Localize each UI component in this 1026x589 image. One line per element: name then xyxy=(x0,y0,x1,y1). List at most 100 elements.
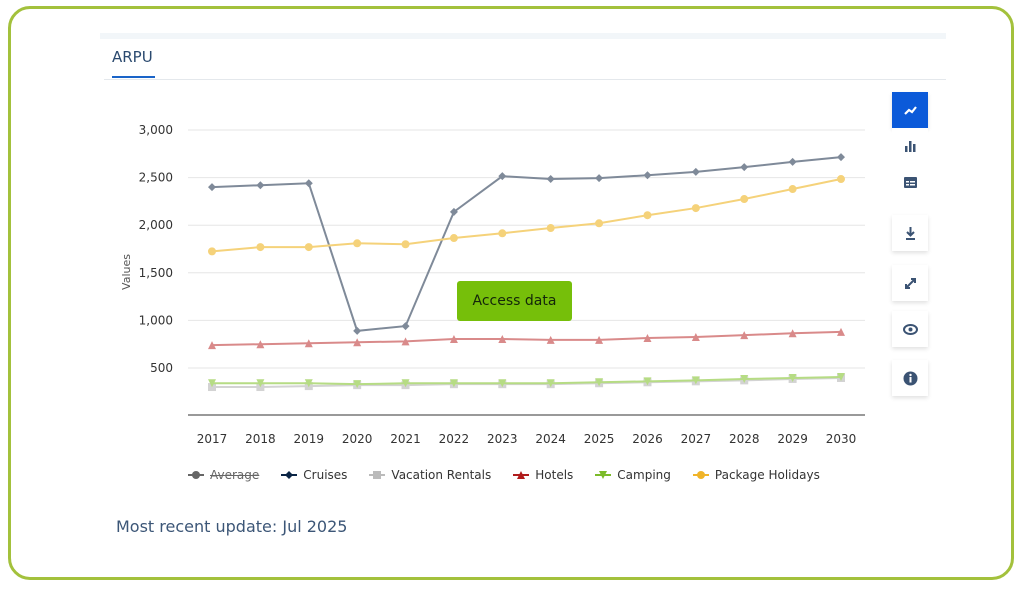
x-tick-label: 2027 xyxy=(681,432,712,446)
x-tick-label: 2019 xyxy=(293,432,324,446)
legend-item-package-holidays[interactable]: Package Holidays xyxy=(692,468,820,482)
table-button[interactable] xyxy=(892,164,928,200)
camping-point xyxy=(401,379,410,388)
package-holidays-line xyxy=(211,178,842,253)
expand-icon xyxy=(904,277,916,289)
package-holidays-point xyxy=(691,204,700,213)
access-data-button[interactable]: Access data xyxy=(457,281,572,321)
package-holidays-point xyxy=(401,240,410,249)
camping-point xyxy=(546,379,555,388)
camping-point xyxy=(208,379,216,388)
y-tick-label: 2,500 xyxy=(139,171,173,185)
eye-icon xyxy=(902,323,918,335)
hotels-point xyxy=(498,334,507,343)
legend-marker-icon xyxy=(692,471,709,479)
legend-label: Package Holidays xyxy=(714,468,820,482)
legend-label: Average xyxy=(210,468,260,482)
legend-item-average[interactable]: Average xyxy=(188,468,259,482)
y-tick-label: 3,000 xyxy=(139,123,173,137)
x-tick-label: 2023 xyxy=(487,432,518,446)
cruises-point xyxy=(837,153,845,162)
legend-marker-icon xyxy=(188,471,204,479)
y-tick-label: 1,000 xyxy=(139,313,173,327)
cruises-point xyxy=(256,181,265,190)
legend-marker-icon xyxy=(513,471,530,479)
hotels-point xyxy=(740,331,749,340)
eye-button[interactable] xyxy=(892,311,928,347)
legend-label: Camping xyxy=(617,468,671,482)
package-holidays-point xyxy=(546,224,555,233)
line-chart-icon xyxy=(903,105,917,115)
legend-item-hotels[interactable]: Hotels xyxy=(513,468,573,482)
camping-point xyxy=(498,379,507,388)
cruises-point xyxy=(691,167,700,176)
camping-point xyxy=(837,373,845,382)
hotels-point xyxy=(643,334,652,343)
line-chart-button[interactable] xyxy=(892,92,928,128)
x-tick-label: 2028 xyxy=(729,432,760,446)
bar-chart-icon xyxy=(904,140,915,152)
y-tick-label: 1,500 xyxy=(139,266,173,280)
hotels-point xyxy=(353,338,362,347)
package-holidays-point xyxy=(643,211,652,220)
x-tick-label: 2030 xyxy=(826,432,857,446)
legend-item-cruises[interactable]: Cruises xyxy=(281,468,347,482)
cruises-point xyxy=(740,163,749,172)
x-tick-label: 2018 xyxy=(245,432,276,446)
camping-point xyxy=(788,373,797,382)
legend-label: Vacation Rentals xyxy=(391,468,492,482)
hotels-point xyxy=(449,334,458,343)
package-holidays-point xyxy=(353,239,362,248)
cruises-point xyxy=(546,175,555,184)
camping-point xyxy=(740,374,749,383)
legend-label: Hotels xyxy=(535,468,574,482)
tab-arpu[interactable]: ARPU xyxy=(112,48,153,66)
download-button[interactable] xyxy=(892,215,928,251)
cruises-point xyxy=(449,207,458,216)
table-icon xyxy=(903,176,917,188)
package-holidays-point xyxy=(740,195,749,204)
hotels-point xyxy=(546,335,555,344)
x-tick-label: 2026 xyxy=(632,432,663,446)
x-tick-label: 2029 xyxy=(777,432,808,446)
camping-point xyxy=(595,378,604,387)
cruises-point xyxy=(788,157,797,166)
package-holidays-point xyxy=(788,185,797,194)
info-icon xyxy=(903,371,917,385)
y-tick-label: 2,000 xyxy=(139,218,173,232)
x-tick-label: 2017 xyxy=(197,432,228,446)
camping-point xyxy=(449,379,458,388)
y-tick-label: 500 xyxy=(150,361,173,375)
x-tick-label: 2024 xyxy=(535,432,566,446)
legend-marker-icon xyxy=(595,471,612,479)
package-holidays-point xyxy=(208,247,216,256)
cruises-point xyxy=(401,322,410,331)
legend-item-camping[interactable]: Camping xyxy=(595,468,671,482)
x-tick-label: 2025 xyxy=(584,432,615,446)
divider xyxy=(104,79,946,80)
hotels-point xyxy=(401,337,410,346)
x-tick-label: 2020 xyxy=(342,432,373,446)
camping-line xyxy=(212,376,842,386)
info-button[interactable] xyxy=(892,360,928,396)
cruises-line xyxy=(211,156,842,332)
hotels-line xyxy=(211,330,842,347)
bar-chart-button[interactable] xyxy=(892,128,928,164)
cruises-point xyxy=(643,171,652,180)
hotels-point xyxy=(691,333,700,342)
active-tab-indicator xyxy=(112,76,155,78)
package-holidays-point xyxy=(595,219,604,228)
camping-point xyxy=(643,377,652,386)
cruises-point xyxy=(304,179,313,188)
hotels-point xyxy=(837,327,845,336)
hotels-point xyxy=(208,341,216,350)
legend-item-vacation-rentals[interactable]: Vacation Rentals xyxy=(369,468,491,482)
download-icon xyxy=(905,226,915,240)
legend-marker-icon xyxy=(281,471,298,479)
package-holidays-point xyxy=(304,243,313,252)
package-holidays-point xyxy=(498,229,507,238)
expand-button[interactable] xyxy=(892,265,928,301)
legend-marker-icon xyxy=(369,471,386,479)
camping-point xyxy=(353,380,362,389)
